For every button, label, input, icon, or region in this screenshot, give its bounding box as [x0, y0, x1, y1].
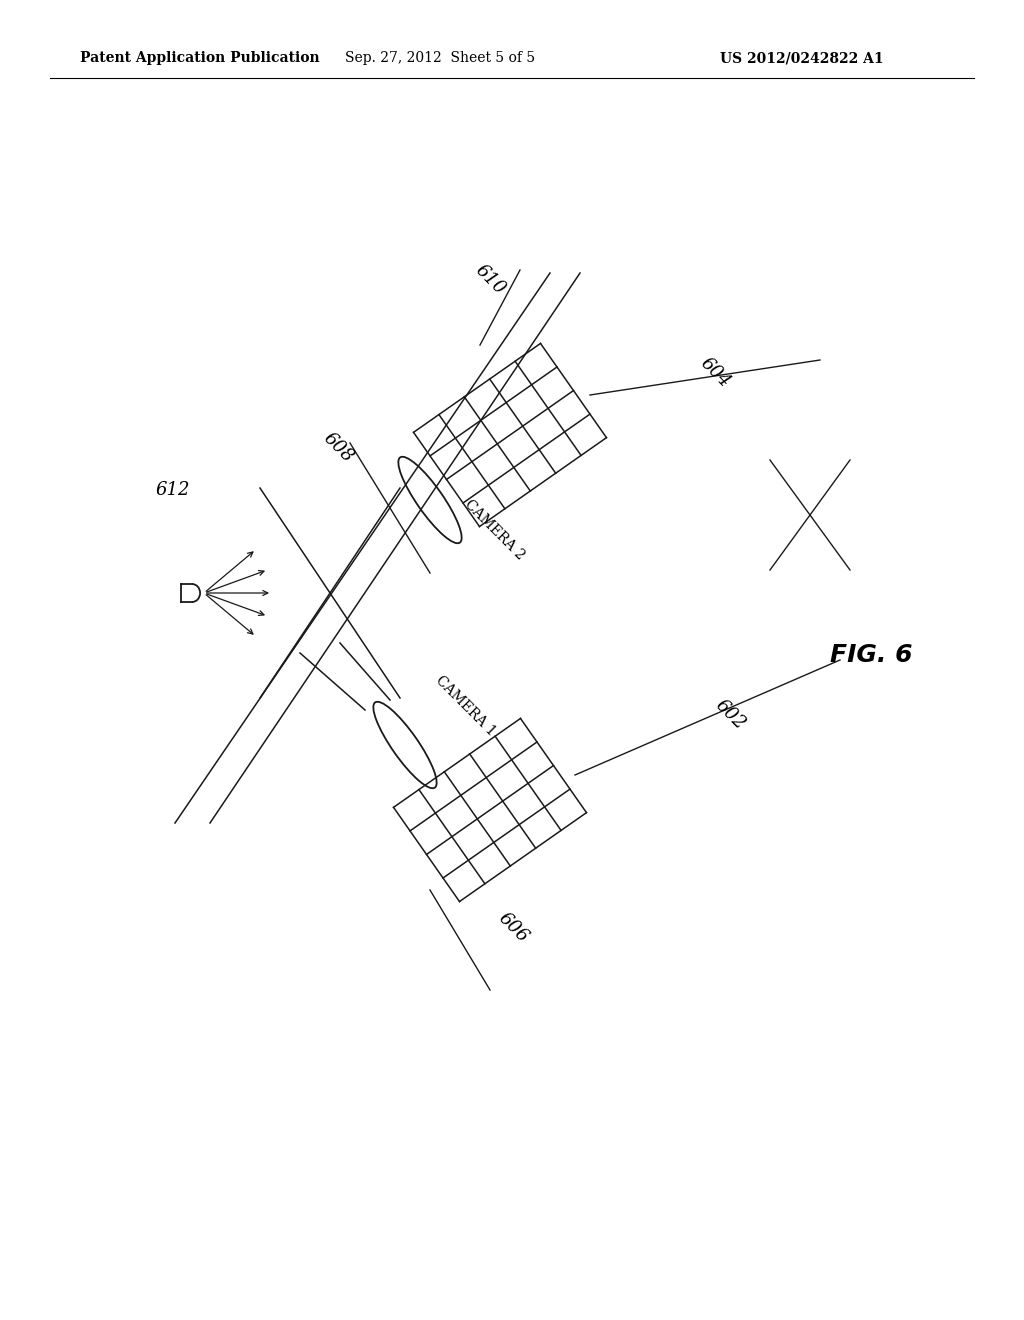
Text: US 2012/0242822 A1: US 2012/0242822 A1: [720, 51, 884, 65]
Text: 604: 604: [696, 355, 733, 392]
Text: 610: 610: [471, 261, 509, 298]
Text: FIG. 6: FIG. 6: [830, 643, 912, 667]
Text: 606: 606: [495, 909, 531, 946]
Text: Sep. 27, 2012  Sheet 5 of 5: Sep. 27, 2012 Sheet 5 of 5: [345, 51, 536, 65]
Text: CAMERA 2: CAMERA 2: [463, 498, 527, 562]
Text: Patent Application Publication: Patent Application Publication: [80, 51, 319, 65]
Text: CAMERA 1: CAMERA 1: [433, 673, 499, 739]
Text: 612: 612: [155, 480, 189, 499]
Text: 602: 602: [712, 697, 749, 734]
Text: 608: 608: [319, 429, 356, 466]
